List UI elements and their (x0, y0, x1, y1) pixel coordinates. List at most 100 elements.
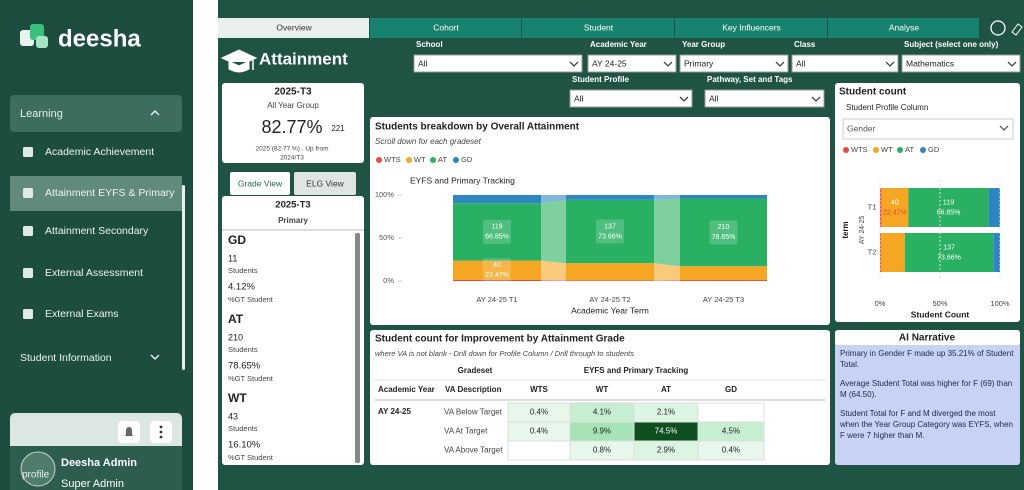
menu-item[interactable]: External Exams (45, 308, 119, 320)
avatar-alt: profile (22, 470, 50, 481)
kpi-card (222, 83, 364, 163)
filter-label: Student Profile (572, 75, 629, 84)
menu-section-label[interactable]: Student Information (20, 352, 112, 364)
menu-item[interactable]: External Assessment (45, 267, 143, 279)
grade-count-label: Students (228, 345, 258, 354)
dropdown (901, 54, 1021, 73)
area-transition (654, 263, 680, 281)
row-label: VA Above Target (444, 446, 503, 455)
area-segment (453, 195, 541, 204)
area-transition (654, 280, 680, 281)
grade-count: 210 (228, 332, 243, 342)
data-label-count: 40 (891, 199, 899, 206)
area-segment (453, 279, 541, 281)
chart-title: Students breakdown by Overall Attainment (375, 122, 580, 133)
legend-label: WT (414, 155, 426, 164)
data-label: 22.47% (883, 209, 907, 216)
area-transition (654, 195, 680, 200)
page-title: Attainment (259, 49, 348, 68)
dropdown (791, 54, 899, 73)
dropdown-value[interactable]: All (574, 93, 584, 103)
area-segment (680, 280, 767, 281)
dropdown (679, 54, 789, 73)
tab-label[interactable]: Student (584, 22, 614, 32)
area-transition (541, 195, 566, 204)
y-tick-label: 50% (379, 233, 394, 242)
menu-item[interactable]: Attainment Secondary (45, 225, 149, 237)
area-transition (541, 260, 566, 281)
bell-icon (125, 427, 133, 436)
back-icon[interactable] (990, 20, 1006, 36)
grade-panel-title: 2025-T3 (275, 200, 310, 211)
legend-swatch (430, 157, 436, 163)
cell-value: 74.5% (655, 427, 678, 436)
dropdown-value[interactable]: All (418, 58, 428, 68)
area-segment (453, 260, 541, 280)
menu-item[interactable]: Attainment EYFS & Primary (45, 187, 175, 199)
x-tick-label: 0% (875, 299, 886, 308)
table-cell (507, 440, 571, 461)
tab (828, 18, 979, 38)
tab-label[interactable]: Analyse (889, 22, 920, 32)
data-label: 73.66% (598, 233, 622, 240)
dropdown-value[interactable]: All (796, 58, 806, 68)
group-value: EYFS and Primary Tracking (584, 366, 689, 375)
area-segment (680, 195, 767, 199)
view-button-label[interactable]: Grade View (238, 178, 283, 188)
bar-segment (993, 233, 1000, 272)
dropdown-value[interactable]: Primary (684, 58, 714, 68)
area-segment (566, 195, 654, 200)
table-subtitle: where VA is not blank - Drill down for P… (375, 349, 634, 358)
scrollbar (355, 233, 360, 463)
dropdown (842, 118, 1014, 140)
label-box (483, 219, 511, 244)
dot (159, 435, 163, 439)
legend-swatch (376, 157, 382, 163)
menu-section-label[interactable]: Learning (20, 108, 63, 120)
legend-label: WTS (384, 155, 401, 164)
filter-label: School (416, 40, 443, 49)
label-box (596, 219, 624, 244)
chevron (775, 61, 785, 67)
chevron (150, 354, 160, 360)
tab-label[interactable]: Overview (276, 22, 312, 32)
eraser-icon[interactable] (1011, 23, 1023, 36)
tab (675, 18, 827, 38)
grade-pct: 4.12% (228, 282, 255, 293)
grade-count-label: Students (228, 266, 258, 275)
x-tick-label: AY 24-25 T3 (703, 295, 744, 304)
label-box (709, 220, 738, 245)
cell-value: 4.1% (593, 408, 611, 417)
dropdown-value[interactable]: All (709, 93, 719, 103)
data-label-count: 137 (943, 244, 955, 251)
dropdown (569, 89, 693, 108)
tab-label[interactable]: Cohort (433, 22, 459, 32)
user-role: Super Admin (61, 478, 124, 490)
cell-value: 0.4% (722, 446, 740, 455)
kpi-note: 2025 (82.77 %) . Up from (256, 146, 329, 153)
cell-value: 0.4% (530, 408, 548, 417)
menu-item[interactable]: Academic Achievement (45, 146, 154, 158)
x-tick-label: AY 24-25 T1 (476, 295, 517, 304)
area-segment (680, 266, 767, 281)
user-name: Deesha Admin (61, 457, 137, 469)
data-label: 66.85% (937, 209, 961, 216)
row-label: VA At Target (444, 427, 488, 436)
tab-label[interactable]: Key Influencers (722, 22, 781, 32)
dropdown-value[interactable]: Mathematics (906, 58, 954, 68)
grade-panel-subtitle: Primary (278, 216, 308, 225)
tab (218, 18, 369, 38)
chevron (885, 61, 895, 67)
row-group: AY 24-25 (378, 407, 411, 416)
menu-icon (23, 226, 33, 236)
dropdown-value[interactable]: AY 24-25 (592, 58, 627, 68)
dot (159, 425, 163, 429)
dropdown (413, 54, 583, 73)
bar-segment (880, 188, 882, 227)
view-button-label[interactable]: ELG View (306, 178, 345, 188)
dropdown-value[interactable]: Gender (847, 123, 876, 133)
bar-segment (988, 188, 1000, 227)
narrative-paragraph: Student Total for F and M diverged the m… (840, 409, 1013, 440)
x-tick-label: AY 24-25 T2 (589, 295, 630, 304)
